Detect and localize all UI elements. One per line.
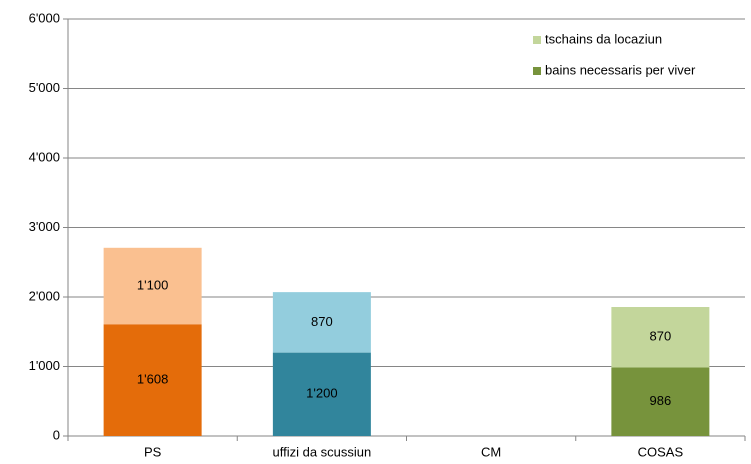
data-label: 1'200 (306, 386, 337, 401)
bar-segment (611, 307, 710, 368)
x-tick-label: PS (144, 444, 162, 459)
y-tick-label: 1'000 (29, 358, 60, 373)
data-label: 1'608 (137, 372, 168, 387)
legend-swatch (533, 67, 541, 75)
data-label: 986 (650, 393, 672, 408)
y-tick-label: 0 (53, 427, 60, 442)
y-tick-label: 2'000 (29, 288, 60, 303)
data-label: 870 (650, 329, 672, 344)
legend-swatch (533, 36, 541, 44)
y-tick-label: 5'000 (29, 80, 60, 95)
bar-segment (611, 367, 710, 436)
legend-label: bains necessaris per viver (545, 62, 696, 77)
data-label: 1'100 (137, 277, 168, 292)
bar-segment (103, 324, 202, 436)
bar-segment (272, 292, 371, 353)
bar-segment (103, 247, 202, 325)
y-tick-label: 4'000 (29, 149, 60, 164)
data-label: 870 (311, 314, 333, 329)
x-tick-label: CM (481, 444, 501, 459)
legend-label: tschains da locaziun (545, 31, 662, 46)
bar-segment (272, 352, 371, 436)
y-tick-label: 3'000 (29, 219, 60, 234)
y-tick-label: 6'000 (29, 10, 60, 25)
x-tick-label: uffizi da scussiun (272, 444, 371, 459)
x-tick-label: COSAS (638, 444, 684, 459)
